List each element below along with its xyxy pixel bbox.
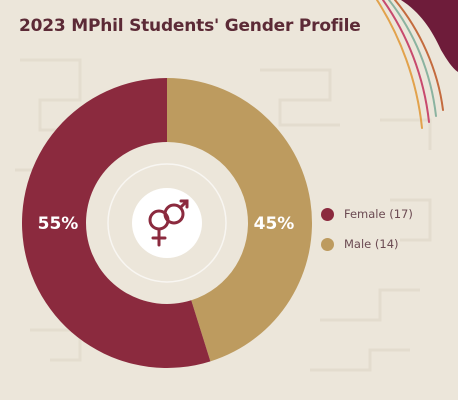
inner-ring xyxy=(107,163,227,283)
legend-swatch-male xyxy=(321,237,334,251)
accent-line xyxy=(388,0,437,117)
accent-line xyxy=(376,0,423,129)
legend-label-female: Female (17) xyxy=(344,207,413,221)
gender-symbol-icon xyxy=(148,199,189,247)
corner-shape xyxy=(401,0,458,72)
legend-label-male: Male (14) xyxy=(344,237,399,251)
percent-label-female: 55% xyxy=(38,214,79,234)
percent-label-male: 45% xyxy=(254,214,295,234)
accent-line xyxy=(394,0,444,111)
legend-swatch-female xyxy=(321,207,334,221)
legend: Female (17) Male (14) xyxy=(321,203,413,263)
donut-slice-male xyxy=(167,78,312,362)
chart-title: 2023 MPhil Students' Gender Profile xyxy=(19,16,361,36)
accent-line xyxy=(382,0,430,123)
legend-item-female: Female (17) xyxy=(321,203,413,225)
legend-item-male: Male (14) xyxy=(321,233,413,255)
donut-slice-female xyxy=(21,78,211,368)
